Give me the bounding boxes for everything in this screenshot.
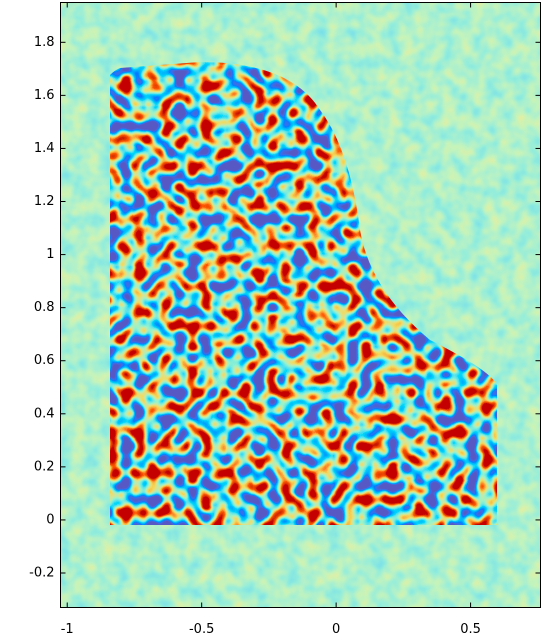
y-tick-label: 1.8: [34, 35, 55, 50]
y-tick-label: 1: [46, 247, 54, 262]
x-tick-label: -1: [61, 622, 74, 637]
y-tick-label: -0.2: [29, 566, 54, 581]
y-tick-label: 1.6: [34, 88, 55, 103]
y-tick-label: 0.6: [34, 353, 55, 368]
y-tick-label: 0.2: [34, 459, 55, 474]
x-tick-label: 0: [332, 622, 340, 637]
x-tick-label: 0.5: [460, 622, 481, 637]
x-tick-label: -0.5: [189, 622, 214, 637]
y-tick-label: 1.4: [34, 141, 55, 156]
y-tick-label: 0.4: [34, 406, 55, 421]
y-tick-label: 0.8: [34, 300, 55, 315]
y-tick-label: 0: [46, 512, 54, 527]
field: [60, 2, 541, 607]
y-tick-label: 1.2: [34, 194, 55, 209]
